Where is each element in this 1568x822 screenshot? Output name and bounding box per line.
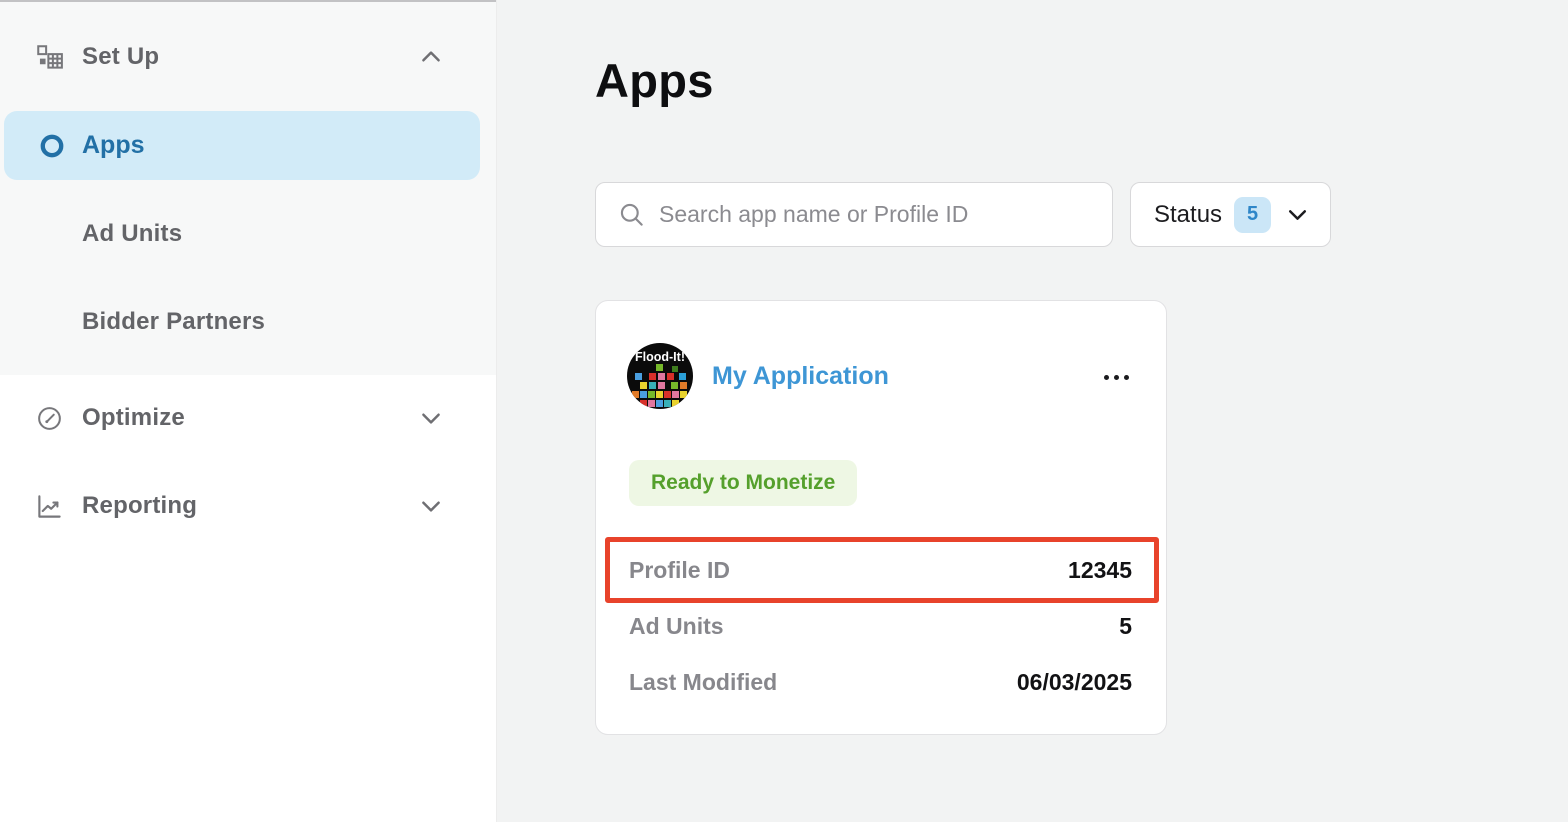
sidebar-item-label: Set Up	[82, 43, 160, 70]
sidebar: Set Up Apps Ad Units Bidder Partners Op	[0, 0, 497, 822]
app-circle-icon	[38, 132, 66, 160]
sidebar-item-ad-units[interactable]: Ad Units	[0, 206, 497, 262]
dot	[1123, 374, 1129, 380]
blocks-icon	[36, 44, 63, 71]
sidebar-item-optimize[interactable]: Optimize	[0, 390, 497, 446]
status-count-badge: 5	[1234, 196, 1272, 233]
search-box	[595, 182, 1113, 247]
search-icon	[618, 201, 645, 228]
sidebar-item-label: Ad Units	[82, 220, 183, 247]
field-label: Ad Units	[629, 612, 724, 639]
app-icon-text: Flood-It!	[635, 350, 685, 364]
field-label: Profile ID	[629, 556, 730, 583]
field-value: 5	[1119, 612, 1132, 639]
sidebar-item-label: Reporting	[82, 492, 198, 519]
sidebar-top-divider	[0, 0, 496, 2]
status-filter-label: Status	[1154, 200, 1223, 228]
dot	[1103, 374, 1109, 380]
dot	[1113, 374, 1119, 380]
field-row-ad-units: Ad Units 5	[629, 611, 1132, 641]
page-title: Apps	[595, 54, 714, 107]
field-value: 06/03/2025	[1016, 668, 1132, 695]
sidebar-item-label: Bidder Partners	[82, 308, 266, 335]
status-badge: Ready to Monetize	[629, 460, 858, 506]
sidebar-item-label: Apps	[82, 131, 145, 159]
flood-it-app-icon: Flood-It!	[627, 343, 693, 409]
chevron-down-icon	[1285, 202, 1310, 227]
setup-section-panel	[0, 2, 496, 375]
line-chart-icon	[36, 493, 63, 520]
field-value: 12345	[1068, 556, 1132, 583]
field-row-profile-id: Profile ID 12345	[629, 555, 1132, 585]
sidebar-item-label: Optimize	[82, 404, 185, 431]
sidebar-item-set-up[interactable]: Set Up	[0, 29, 497, 85]
main-content: Apps Status 5 Flood-It!	[498, 0, 1568, 822]
chevron-down-icon	[417, 404, 445, 432]
sidebar-item-apps[interactable]: Apps	[4, 111, 480, 180]
chevron-down-icon	[417, 492, 445, 520]
more-menu-button[interactable]	[1094, 365, 1138, 389]
app-card: Flood-It!	[595, 300, 1167, 735]
app-name-link[interactable]: My Application	[712, 362, 889, 390]
gauge-icon	[36, 405, 63, 432]
search-input[interactable]	[659, 201, 1089, 228]
sidebar-item-reporting[interactable]: Reporting	[0, 478, 497, 534]
chevron-up-icon	[417, 43, 445, 71]
field-row-last-modified: Last Modified 06/03/2025	[629, 667, 1132, 697]
profile-id-highlight	[605, 537, 1159, 603]
status-filter-dropdown[interactable]: Status 5	[1130, 182, 1331, 247]
field-label: Last Modified	[629, 668, 778, 695]
sidebar-item-bidder-partners[interactable]: Bidder Partners	[0, 294, 497, 350]
